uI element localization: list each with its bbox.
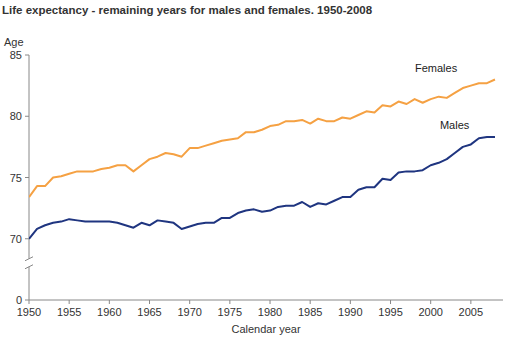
y-tick-label: 70: [10, 233, 22, 245]
x-tick: [149, 300, 150, 304]
y-tick: [25, 238, 29, 239]
x-tick: [430, 300, 431, 304]
y-tick-label: 80: [10, 110, 22, 122]
x-tick-label: 1995: [378, 306, 402, 318]
x-tick-label: 1950: [17, 306, 41, 318]
y-axis-line: [29, 267, 30, 300]
x-tick-label: 1975: [218, 306, 242, 318]
series-label: Males: [440, 119, 470, 131]
x-tick: [109, 300, 110, 304]
y-axis-line: [29, 55, 30, 259]
title: Life expectancy - remaining years for ma…: [2, 4, 373, 16]
x-tick: [270, 300, 271, 304]
y-tick-label: 85: [10, 49, 22, 61]
x-tick-label: 1985: [298, 306, 322, 318]
x-tick: [229, 300, 230, 304]
x-tick-label: 1955: [57, 306, 81, 318]
x-tick-label: 2000: [418, 306, 442, 318]
x-tick-label: 1960: [97, 306, 121, 318]
x-axis-line: [29, 300, 503, 301]
x-tick: [69, 300, 70, 304]
x-tick-label: 1990: [338, 306, 362, 318]
y-axis-label: Age: [4, 36, 24, 48]
y-tick: [25, 116, 29, 117]
axis-break: [25, 257, 33, 261]
y-tick: [25, 55, 29, 56]
plot-area: [29, 80, 495, 239]
series-line: [29, 80, 495, 198]
y-tick: [25, 177, 29, 178]
x-tick: [310, 300, 311, 304]
y-tick-label: 0: [16, 294, 22, 306]
x-tick: [390, 300, 391, 304]
y-tick: [25, 300, 29, 301]
x-tick: [29, 300, 30, 304]
x-axis-label: Calendar year: [231, 323, 300, 335]
series-line: [29, 137, 495, 239]
x-tick: [189, 300, 190, 304]
x-tick-label: 1980: [258, 306, 282, 318]
axis-break: [25, 265, 33, 269]
y-tick-label: 75: [10, 172, 22, 184]
x-tick: [350, 300, 351, 304]
x-tick-label: 1970: [177, 306, 201, 318]
x-tick: [470, 300, 471, 304]
chart: Life expectancy - remaining years for ma…: [0, 0, 511, 342]
series-label: Females: [415, 62, 458, 74]
x-tick-label: 1965: [137, 306, 161, 318]
x-tick-label: 2005: [459, 306, 483, 318]
